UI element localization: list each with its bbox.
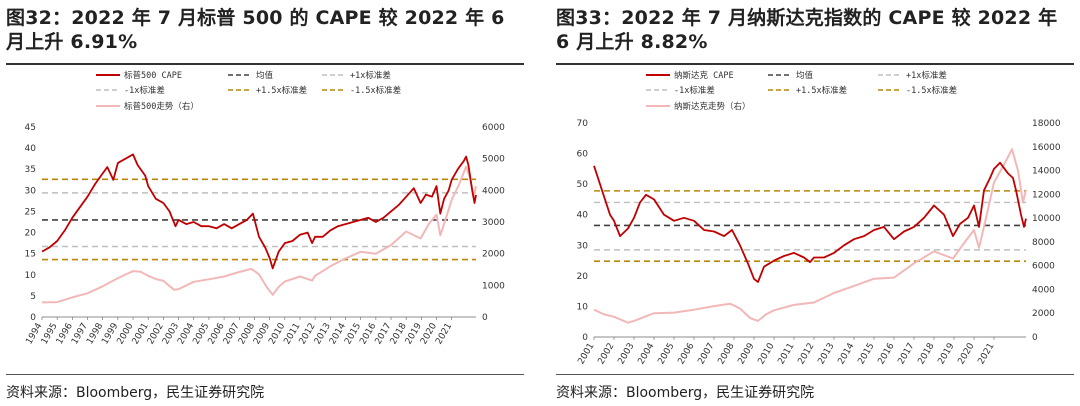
x-tick-label: 2002	[596, 342, 616, 367]
legend-label: +1x标准差	[350, 70, 391, 81]
y-right-tick-label: 4000	[1032, 285, 1055, 295]
y-left-tick-label: 0	[30, 313, 36, 323]
source-divider	[556, 374, 1074, 375]
x-tick-label: 2016	[876, 341, 896, 366]
legend-label: 均值	[256, 70, 274, 81]
legend-label: 标普500走势（右）	[124, 101, 199, 112]
x-tick-label: 2021	[976, 342, 996, 367]
x-tick-label: 2005	[656, 342, 676, 367]
y-right-tick-label: 6000	[1032, 262, 1055, 272]
y-left-tick-label: 5	[30, 292, 36, 302]
y-left-tick-label: 45	[25, 123, 36, 133]
y-right-tick-label: 5000	[482, 155, 505, 165]
legend-label: +1x标准差	[906, 70, 947, 81]
x-tick-label: 2015	[856, 342, 876, 367]
legend-label: +1.5x标准差	[256, 85, 307, 96]
y-right-tick-label: 12000	[1032, 190, 1061, 200]
y-right-tick-label: 0	[482, 313, 488, 323]
legend-label: +1.5x标准差	[796, 85, 847, 96]
y-right-tick-label: 4000	[482, 186, 505, 196]
x-tick-label: 2019	[936, 341, 956, 366]
x-tick-label: 2021	[434, 322, 454, 347]
series-cape-line	[41, 153, 477, 270]
y-right-tick-label: 2000	[1032, 309, 1055, 319]
y-right-tick-label: 2000	[482, 250, 505, 260]
y-left-tick-label: 40	[25, 144, 37, 154]
source-note: 资料来源：Bloomberg，民生证券研究院	[556, 385, 815, 401]
title-divider	[556, 63, 1074, 65]
legend-label: -1x标准差	[674, 85, 715, 96]
x-tick-label: 2008	[716, 341, 736, 366]
y-right-tick-label: 16000	[1032, 143, 1061, 153]
nasdaq-cape-chart: 纳斯达克 CAPE 均值 +1x标准差 -1x标准差 +1.5x标准差 -1.5x标准差纳…	[576, 70, 1061, 367]
y-left-tick-label: 70	[577, 119, 589, 129]
title-divider	[6, 63, 524, 65]
legend-label: 纳斯达克 CAPE	[674, 70, 734, 81]
y-left-tick-label: 0	[582, 333, 588, 343]
x-tick-label: 2004	[636, 341, 656, 366]
y-left-tick-label: 15	[25, 250, 36, 260]
chart-title: 图33：2022 年 7 月纳斯达克指数的 CAPE 较 2022 年 6 月上…	[556, 7, 1058, 53]
x-tick-label: 2007	[696, 342, 716, 367]
y-left-tick-label: 40	[577, 211, 589, 221]
y-right-tick-label: 0	[1032, 333, 1038, 343]
y-right-tick-label: 14000	[1032, 167, 1061, 177]
y-left-tick-label: 25	[25, 207, 36, 217]
series-index-line	[593, 148, 1027, 324]
legend-label: 均值	[796, 70, 814, 81]
y-right-tick-label: 18000	[1032, 119, 1061, 129]
source-divider	[6, 374, 524, 375]
sp500-cape-chart: 标普500 CAPE 均值 +1x标准差 -1x标准差 +1.5x标准差 -1.5x标准差…	[24, 70, 505, 347]
legend-label: -1.5x标准差	[906, 85, 957, 96]
x-tick-label: 2014	[836, 341, 856, 366]
x-tick-label: 2020	[956, 341, 976, 366]
legend-label: 纳斯达克走势（右）	[674, 101, 751, 112]
x-tick-label: 2006	[676, 341, 696, 366]
y-left-tick-label: 35	[25, 165, 36, 175]
x-tick-label: 2017	[896, 342, 916, 367]
y-left-tick-label: 10	[577, 302, 589, 312]
source-note: 资料来源：Bloomberg，民生证券研究院	[6, 385, 265, 401]
y-left-tick-label: 10	[25, 271, 37, 281]
y-left-tick-label: 20	[25, 229, 37, 239]
x-tick-label: 2003	[616, 342, 636, 367]
legend-label: -1x标准差	[124, 85, 165, 96]
legend-label: -1.5x标准差	[350, 85, 401, 96]
y-right-tick-label: 3000	[482, 218, 505, 228]
y-left-tick-label: 30	[577, 241, 589, 251]
x-tick-label: 2009	[736, 341, 756, 366]
x-tick-label: 2012	[796, 342, 816, 367]
panel-sp500: 图32：2022 年 7 月标普 500 的 CAPE 较 2022 年 6 月…	[0, 0, 530, 406]
x-tick-label: 2013	[816, 342, 836, 367]
chart-title: 图32：2022 年 7 月标普 500 的 CAPE 较 2022 年 6 月…	[6, 7, 505, 53]
y-left-tick-label: 30	[25, 186, 37, 196]
y-left-tick-label: 20	[577, 272, 589, 282]
y-right-tick-label: 6000	[482, 123, 505, 133]
y-left-tick-label: 50	[577, 180, 589, 190]
panel-nasdaq: 图33：2022 年 7 月纳斯达克指数的 CAPE 较 2022 年 6 月上…	[550, 0, 1080, 406]
legend-label: 标普500 CAPE	[124, 70, 182, 81]
y-right-tick-label: 1000	[482, 281, 505, 291]
y-right-tick-label: 10000	[1032, 214, 1061, 224]
x-tick-label: 2011	[776, 342, 796, 367]
x-tick-label: 2001	[576, 342, 596, 367]
x-tick-label: 2018	[916, 341, 936, 366]
y-left-tick-label: 60	[577, 150, 589, 160]
x-tick-label: 2010	[756, 341, 776, 366]
y-right-tick-label: 8000	[1032, 238, 1055, 248]
series-cape-line	[593, 161, 1027, 283]
series-index-line	[41, 165, 477, 304]
